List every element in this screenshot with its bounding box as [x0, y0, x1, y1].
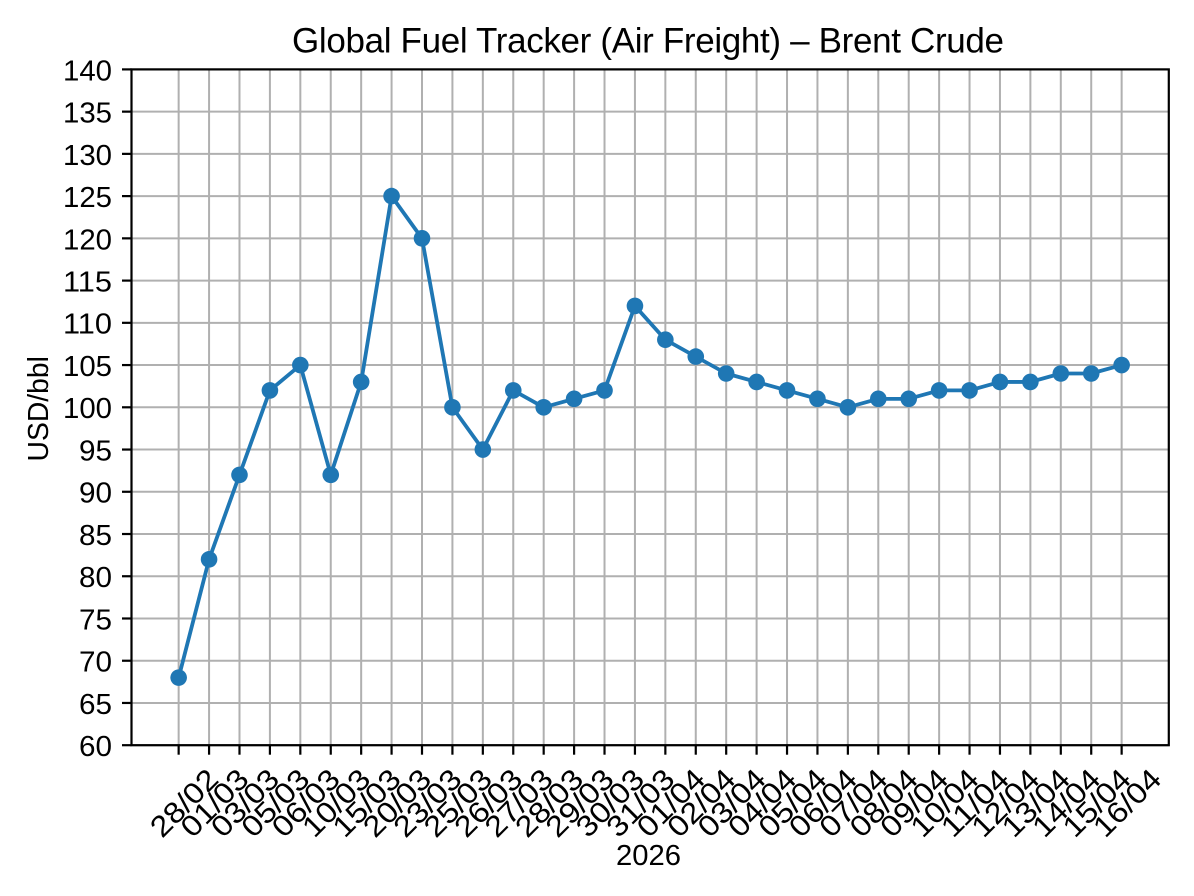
svg-text:70: 70	[79, 646, 112, 678]
svg-text:130: 130	[63, 139, 112, 171]
svg-text:125: 125	[63, 181, 112, 213]
svg-text:65: 65	[79, 688, 112, 720]
svg-text:85: 85	[79, 519, 112, 551]
svg-text:120: 120	[63, 223, 112, 255]
svg-text:140: 140	[63, 54, 112, 86]
svg-text:60: 60	[79, 730, 112, 762]
svg-text:105: 105	[63, 350, 112, 382]
svg-text:80: 80	[79, 561, 112, 593]
svg-text:2026: 2026	[616, 839, 681, 871]
svg-text:115: 115	[63, 265, 112, 297]
svg-text:135: 135	[63, 97, 112, 129]
svg-text:75: 75	[79, 603, 112, 635]
svg-text:95: 95	[79, 434, 112, 466]
svg-text:Global Fuel Tracker (Air Freig: Global Fuel Tracker (Air Freight) – Bren…	[292, 22, 1004, 61]
svg-text:110: 110	[63, 308, 112, 340]
svg-text:90: 90	[79, 477, 112, 509]
svg-text:100: 100	[63, 392, 112, 424]
svg-text:USD/bbl: USD/bbl	[22, 356, 54, 461]
